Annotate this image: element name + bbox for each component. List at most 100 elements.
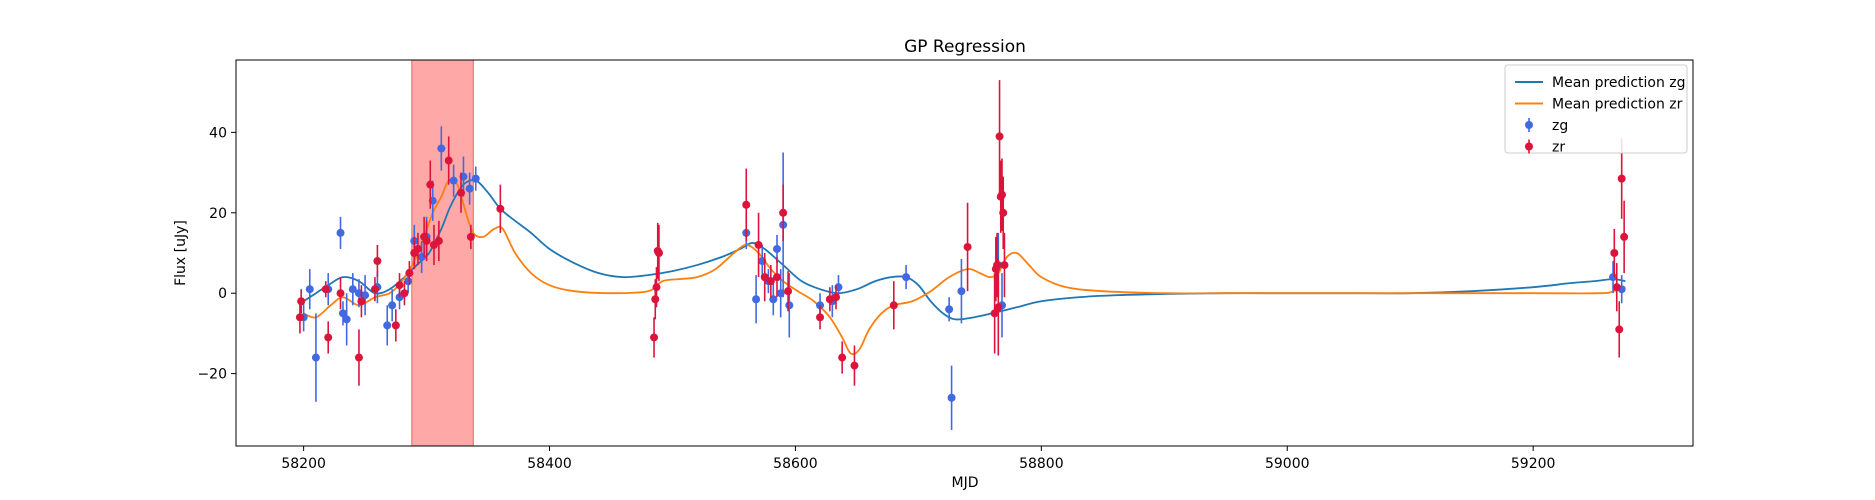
point-zr: [426, 180, 435, 189]
series-zr: [295, 80, 1629, 386]
legend-entry-zr: zr: [1525, 139, 1565, 156]
point-zg: [361, 291, 370, 300]
point-zr: [1620, 232, 1629, 241]
point-zg: [957, 287, 966, 296]
legend-entry-mean-prediction-zg: Mean prediction zg: [1515, 75, 1686, 91]
legend-entry-mean-prediction-zr: Mean prediction zr: [1515, 97, 1683, 113]
chart-title: GP Regression: [904, 37, 1026, 57]
x-axis-label: MJD: [952, 475, 979, 491]
point-zr: [654, 249, 663, 257]
point-zr: [354, 353, 363, 362]
point-zg: [1609, 273, 1618, 282]
point-zg: [945, 305, 954, 314]
point-zr: [391, 321, 400, 330]
point-zr: [457, 188, 466, 197]
point-zr: [324, 333, 333, 342]
y-tick-label: −20: [197, 367, 227, 383]
point-zr: [395, 281, 404, 290]
x-tick-label: 59000: [1265, 456, 1310, 472]
point-zr: [1000, 261, 1009, 270]
point-zr: [652, 283, 661, 292]
point-zg: [785, 301, 794, 310]
point-zg: [902, 273, 911, 282]
point-zg: [388, 301, 397, 310]
point-zg: [336, 228, 345, 237]
point-zg: [311, 353, 320, 362]
legend-label: Mean prediction zr: [1552, 97, 1683, 113]
point-zr: [889, 301, 898, 310]
point-zg: [342, 315, 351, 324]
point-zr: [1617, 174, 1626, 183]
point-zg: [772, 244, 781, 253]
point-zr: [825, 295, 834, 304]
legend: Mean prediction zg Mean prediction zr zg zr: [1504, 64, 1688, 156]
point-zr: [779, 208, 788, 217]
point-zr: [838, 353, 847, 362]
plot-frame: [235, 59, 1694, 447]
point-zr: [357, 297, 366, 306]
point-zr: [321, 285, 330, 294]
point-zr: [999, 208, 1008, 217]
point-zg: [769, 295, 778, 304]
point-zr: [295, 313, 304, 322]
point-zr: [1610, 249, 1619, 257]
y-tick-label: 20: [209, 206, 227, 222]
point-zr: [963, 242, 972, 251]
point-zg: [471, 174, 480, 183]
point-zr: [816, 313, 825, 322]
y-tick-label: 40: [209, 125, 227, 141]
legend-swatch: [1525, 121, 1533, 129]
y-tick-label: 0: [218, 286, 227, 302]
point-zg: [437, 144, 446, 153]
point-zr: [994, 303, 1003, 312]
point-zg: [947, 393, 956, 402]
point-zr: [405, 269, 414, 278]
x-tick-label: 58400: [527, 456, 572, 472]
point-zr: [370, 285, 379, 294]
line-mean-prediction-zg: [303, 179, 1626, 321]
point-zr: [990, 309, 999, 318]
point-zr: [772, 273, 781, 282]
point-zr: [444, 156, 453, 165]
x-tick-label: 58200: [281, 456, 326, 472]
legend-swatch: [1525, 142, 1533, 151]
point-zr: [995, 132, 1004, 141]
point-zr: [422, 236, 431, 245]
point-zr: [297, 297, 306, 306]
point-zr: [754, 240, 763, 249]
point-zr: [373, 257, 382, 266]
point-zr: [742, 200, 751, 209]
axis-ticks: 58200 58400 58600 58800 59000 59200 −20 0 20 40: [197, 125, 1555, 472]
point-zr: [993, 261, 1002, 270]
x-tick-label: 58600: [773, 456, 818, 472]
point-zr: [400, 289, 409, 298]
legend-label: zr: [1552, 140, 1565, 156]
point-zr: [1612, 283, 1621, 292]
point-zr: [784, 287, 793, 296]
y-axis-label: Flux [uJy]: [173, 220, 189, 286]
point-zg: [404, 277, 413, 286]
point-zr: [998, 190, 1007, 199]
point-zr: [760, 273, 769, 282]
series-zg: [299, 126, 1626, 430]
point-zr: [651, 295, 660, 304]
point-zr: [1615, 325, 1624, 334]
point-zg: [383, 321, 392, 330]
point-zg: [752, 295, 761, 304]
point-zr: [466, 232, 475, 241]
point-zg: [465, 184, 474, 193]
x-tick-label: 59200: [1511, 456, 1556, 472]
legend-label: zg: [1552, 118, 1568, 134]
point-zr: [336, 289, 345, 298]
point-zg: [449, 176, 458, 185]
point-zg: [348, 285, 357, 294]
point-zg: [305, 285, 314, 294]
point-zr: [766, 277, 775, 286]
x-tick-label: 58800: [1019, 456, 1064, 472]
point-zr: [413, 244, 422, 253]
legend-label: Mean prediction zg: [1552, 75, 1686, 91]
observation-points: [295, 80, 1629, 430]
legend-box: [1504, 64, 1688, 154]
point-zr: [850, 361, 859, 370]
